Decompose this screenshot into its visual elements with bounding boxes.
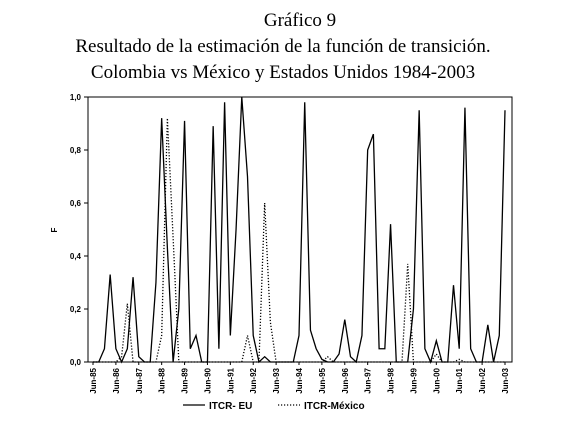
legend-label: ITCR-México bbox=[304, 401, 365, 412]
x-tick-label: Jun-92 bbox=[249, 367, 258, 393]
x-tick-label: Jun-98 bbox=[387, 367, 396, 393]
legend-label: ITCR- EU bbox=[209, 401, 252, 412]
x-tick-label: Jun-90 bbox=[203, 367, 212, 393]
x-tick-label: Jun-97 bbox=[364, 367, 373, 393]
x-tick-label: Jun-96 bbox=[341, 367, 350, 393]
x-tick-label: Jun-95 bbox=[318, 367, 327, 393]
chart-title: Colombia vs México y Estados Unidos 1984… bbox=[91, 62, 475, 83]
series-line bbox=[93, 118, 505, 363]
x-tick-label: Jun-91 bbox=[226, 367, 235, 393]
x-tick-label: Jun-03 bbox=[501, 367, 510, 393]
x-tick-label: Jun-99 bbox=[409, 367, 418, 393]
series-line bbox=[93, 96, 506, 364]
x-tick-label: Jun-85 bbox=[89, 367, 98, 393]
chart-title: Resultado de la estimación de la función… bbox=[75, 36, 490, 57]
x-tick-label: Jun-00 bbox=[432, 367, 441, 393]
y-tick-label: 0,4 bbox=[70, 252, 82, 261]
chart-title: Gráfico 9 bbox=[264, 10, 336, 31]
y-axis-label: F bbox=[50, 227, 59, 232]
y-tick-label: 1,0 bbox=[70, 93, 82, 102]
x-tick-label: Jun-93 bbox=[272, 367, 281, 393]
x-tick-label: Jun-86 bbox=[112, 367, 121, 393]
x-tick-label: Jun-02 bbox=[478, 367, 487, 393]
y-tick-label: 0,6 bbox=[70, 199, 82, 208]
x-tick-label: Jun-94 bbox=[295, 367, 304, 393]
y-tick-label: 0,8 bbox=[70, 146, 82, 155]
plot-frame bbox=[87, 96, 513, 363]
y-tick-label: 0,2 bbox=[70, 305, 82, 314]
y-tick-label: 0,0 bbox=[70, 358, 82, 367]
x-tick-label: Jun-88 bbox=[158, 367, 167, 393]
x-tick-label: Jun-87 bbox=[135, 367, 144, 393]
x-tick-label: Jun-01 bbox=[455, 367, 464, 393]
x-tick-label: Jun-89 bbox=[181, 367, 190, 393]
